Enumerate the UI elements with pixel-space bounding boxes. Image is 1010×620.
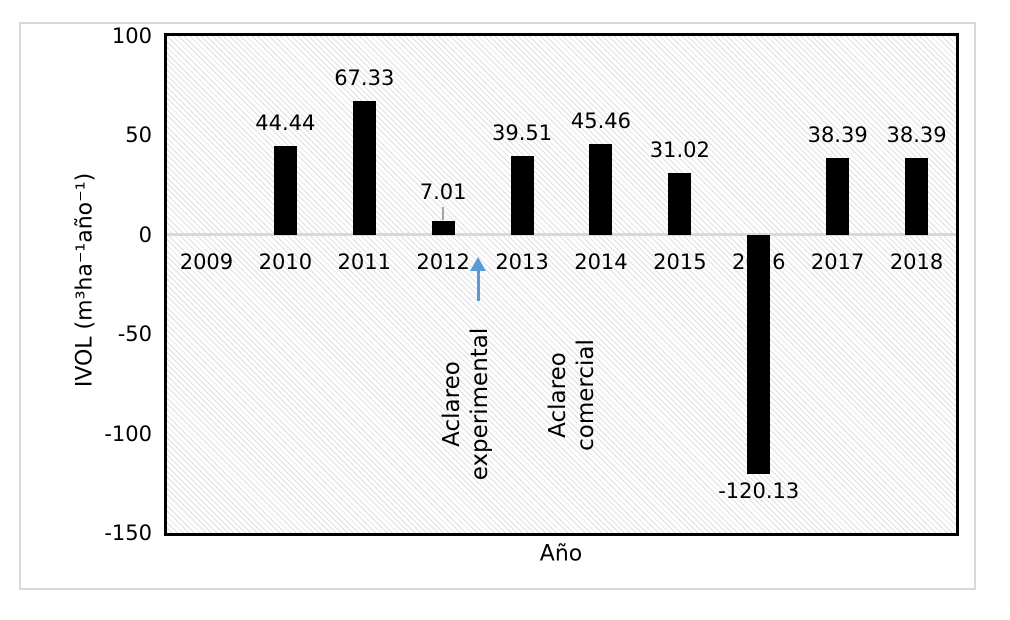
data-label-2013: 39.51 — [491, 121, 553, 146]
x-category-label: 2018 — [889, 250, 944, 274]
x-category-label: 2017 — [810, 250, 865, 274]
up-arrow-icon — [470, 257, 486, 301]
x-category-label: 2010 — [258, 250, 313, 274]
annotation-line: experimental — [467, 327, 493, 481]
zero-axis-line — [167, 233, 956, 236]
annotation-aclareo-experimental: Aclareo experimental — [438, 328, 494, 481]
plot-area — [164, 33, 959, 536]
y-tick-label: -100 — [104, 421, 152, 446]
data-label-2015: 31.02 — [649, 138, 710, 163]
bar-2018 — [905, 158, 929, 235]
data-label-2011: 67.33 — [334, 65, 395, 90]
bar-2012 — [431, 220, 455, 235]
x-category-label: 2009 — [179, 250, 234, 274]
arrow-shaft — [476, 271, 480, 301]
arrow-head — [470, 257, 486, 271]
y-tick-label: 0 — [138, 222, 152, 247]
x-category-label: 2012 — [416, 250, 470, 274]
data-label-2010: 44.44 — [255, 111, 316, 136]
bar-2010 — [273, 146, 297, 235]
data-label-2012: 7.01 — [419, 179, 467, 204]
y-tick-label: 100 — [111, 24, 152, 48]
bar-2015 — [668, 173, 692, 235]
y-tick-label: -150 — [104, 521, 152, 545]
y-axis-title: IVOL (m³ha⁻¹año⁻¹) — [72, 172, 98, 388]
data-label-2017: 38.39 — [807, 123, 868, 148]
x-category-label: 2014 — [574, 250, 628, 274]
y-tick-label: 50 — [125, 123, 152, 148]
x-axis-title: Año — [539, 541, 583, 567]
data-label-2018: 38.39 — [886, 123, 947, 148]
data-label-leader-line — [442, 206, 445, 220]
data-label-2016: -120.13 — [718, 478, 800, 503]
bar-2014 — [589, 144, 613, 235]
x-category-label: 2015 — [653, 250, 707, 274]
y-tick-label: -50 — [117, 322, 152, 347]
bar-2017 — [826, 158, 850, 235]
annotation-line: comercial — [573, 339, 599, 451]
x-category-label: 2011 — [337, 250, 391, 274]
data-label-2014: 45.46 — [570, 109, 631, 134]
x-category-label: 2013 — [495, 250, 549, 274]
bar-2013 — [510, 156, 534, 235]
annotation-aclareo-comercial: Aclareo comercial — [544, 339, 600, 451]
bar-2016 — [747, 234, 771, 474]
bar-2011 — [352, 100, 376, 235]
annotation-line: Aclareo — [439, 361, 465, 447]
annotation-line: Aclareo — [545, 352, 571, 438]
